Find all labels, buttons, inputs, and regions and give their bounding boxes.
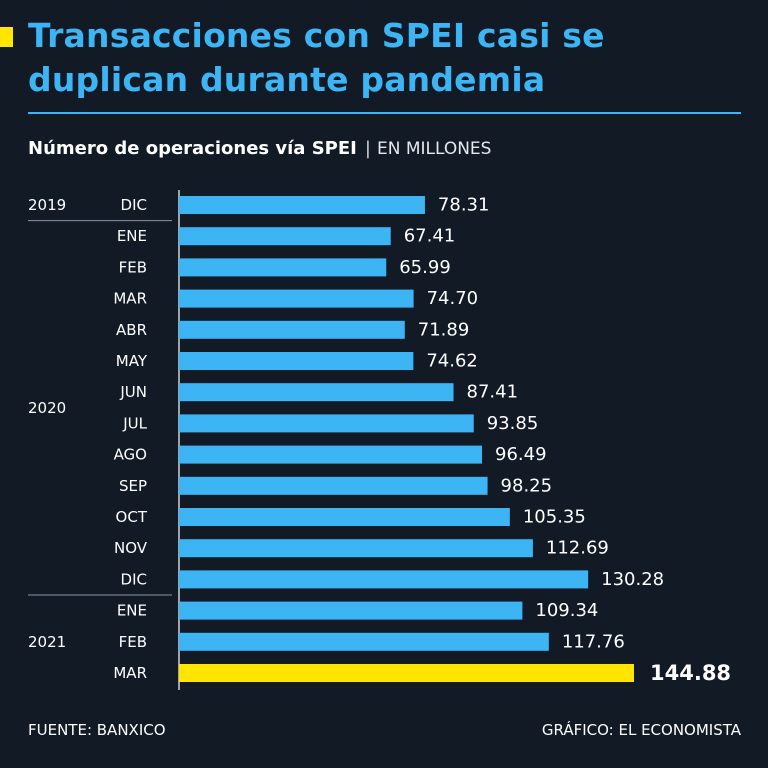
month-label: DIC — [121, 196, 147, 214]
title-accent-bar — [0, 27, 13, 47]
data-label: 96.49 — [495, 444, 547, 465]
subtitle-separator: | — [364, 138, 371, 159]
bar — [179, 258, 387, 277]
month-label: MAR — [113, 664, 147, 682]
month-label: MAY — [116, 352, 148, 370]
bar — [179, 352, 414, 370]
year-label: 2019 — [28, 196, 66, 214]
data-label: 105.35 — [523, 507, 586, 528]
data-label: 71.89 — [418, 319, 470, 340]
month-label: ABR — [116, 321, 147, 339]
year-label: 2020 — [28, 399, 66, 417]
month-label: AGO — [114, 446, 147, 464]
month-label: SEP — [119, 477, 147, 495]
bar — [179, 632, 549, 651]
month-label: FEB — [119, 633, 147, 651]
bar — [179, 664, 634, 682]
data-label: 67.41 — [404, 226, 456, 247]
month-label: NOV — [114, 539, 148, 557]
chart-subtitle: Número de operaciones vía SPEI | EN MILLON… — [28, 137, 491, 161]
month-label: OCT — [116, 508, 148, 526]
bar — [179, 601, 523, 620]
month-label: FEB — [119, 258, 147, 276]
title-divider — [28, 112, 741, 114]
year-label: 2021 — [28, 633, 66, 651]
bar — [179, 227, 391, 246]
data-label: 93.85 — [487, 413, 539, 434]
month-label: ENE — [117, 602, 147, 620]
bar — [179, 383, 454, 402]
data-label: 130.28 — [601, 569, 664, 590]
data-label: 87.41 — [467, 382, 519, 403]
source-note: FUENTE: BANXICO — [28, 721, 166, 739]
chart-unit: EN MILLONES — [376, 139, 492, 159]
data-label: 117.76 — [562, 631, 625, 652]
bar — [179, 508, 510, 526]
month-label: ENE — [117, 227, 147, 245]
bar — [179, 539, 533, 558]
chart-title: Número de operaciones vía SPEI — [28, 138, 357, 159]
data-label: 98.25 — [501, 475, 553, 496]
data-label: 78.31 — [438, 195, 490, 216]
bar — [179, 320, 405, 339]
month-label: MAR — [113, 290, 147, 308]
bar — [179, 570, 589, 589]
data-label: 112.69 — [546, 538, 609, 559]
bar — [179, 196, 425, 214]
data-label: 65.99 — [399, 257, 451, 278]
bar — [179, 289, 414, 308]
data-label: 109.34 — [535, 600, 598, 621]
page-title: Transacciones con SPEI casi se duplican … — [28, 16, 605, 99]
month-label: JUL — [122, 414, 147, 432]
credit-note: GRÁFICO: EL ECONOMISTA — [541, 721, 741, 739]
data-label: 74.70 — [427, 288, 479, 309]
month-label: JUN — [119, 383, 147, 401]
bar — [179, 476, 488, 495]
data-label: 74.62 — [426, 351, 478, 372]
bar — [179, 445, 483, 464]
month-label: DIC — [121, 570, 147, 588]
bar — [179, 414, 474, 433]
data-label: 144.88 — [650, 661, 731, 685]
